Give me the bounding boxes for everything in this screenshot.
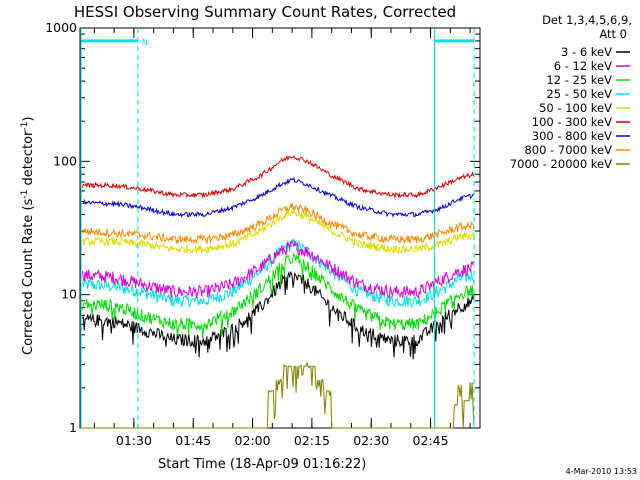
- x-tick-label: 02:30: [353, 433, 389, 448]
- series-line-6: [82, 155, 475, 200]
- x-tick-label: 01:45: [175, 433, 211, 448]
- chart-title: HESSI Observing Summary Count Rates, Cor…: [74, 3, 456, 21]
- marker-layer: N: [80, 28, 475, 428]
- plot-border: [79, 27, 481, 429]
- legend-label-1: 3 - 6 keV: [561, 45, 612, 59]
- legend-label-2: 6 - 12 keV: [554, 59, 612, 73]
- y-tick-label: 1000: [45, 20, 77, 35]
- y-axis-label: Corrected Count Rate (s-1 detector-1): [20, 117, 36, 355]
- y-tick-label: 10: [61, 287, 77, 302]
- series-line-2: [82, 240, 475, 300]
- x-tick-label: 02:00: [235, 433, 271, 448]
- y-axis-label-part3: ): [21, 117, 36, 122]
- legend-label-9: 7000 - 20000 keV: [510, 157, 612, 171]
- legend-label-6: 100 - 300 keV: [532, 115, 612, 129]
- y-axis-label-exp1: -1: [20, 190, 30, 199]
- y-axis-label-part2: detector: [21, 130, 36, 190]
- legend-label-3: 12 - 25 keV: [546, 73, 612, 87]
- x-tick-label: 01:30: [116, 433, 152, 448]
- y-tick-label: 100: [53, 153, 77, 168]
- series-line-1: [82, 271, 475, 360]
- series-line-9: [80, 362, 475, 429]
- legend-label-7: 300 - 800 keV: [532, 129, 612, 143]
- legend-header-detectors: Det 1,3,4,5,6,9,: [542, 13, 632, 27]
- x-tick-label: 02:45: [413, 433, 449, 448]
- series-line-3: [82, 252, 475, 339]
- legend-header-attenuator: Att 0: [599, 27, 627, 41]
- x-axis: 01:30 01:45 02:00 02:15 02:30 02:45: [93, 28, 471, 448]
- legend-label-8: 800 - 7000 keV: [524, 143, 612, 157]
- legend-label-5: 50 - 100 keV: [539, 101, 612, 115]
- x-tick-label: 02:15: [294, 433, 330, 448]
- y-tick-label: 1: [69, 420, 77, 435]
- series-layer: [80, 155, 475, 429]
- series-line-7: [82, 176, 475, 218]
- night-marker-label: N: [142, 38, 148, 47]
- x-axis-label: Start Time (18-Apr-09 01:16:22): [158, 457, 366, 472]
- legend-label-4: 25 - 50 keV: [546, 87, 612, 101]
- series-line-5: [82, 208, 475, 254]
- y-axis-label-part1: Corrected Count Rate (s: [21, 198, 36, 355]
- series-line-8: [82, 202, 475, 246]
- timestamp: 4-Mar-2010 13:53: [566, 467, 637, 476]
- y-axis-label-exp2: -1: [20, 122, 30, 131]
- plot-frame: [79, 27, 481, 429]
- series-line-4: [82, 238, 475, 309]
